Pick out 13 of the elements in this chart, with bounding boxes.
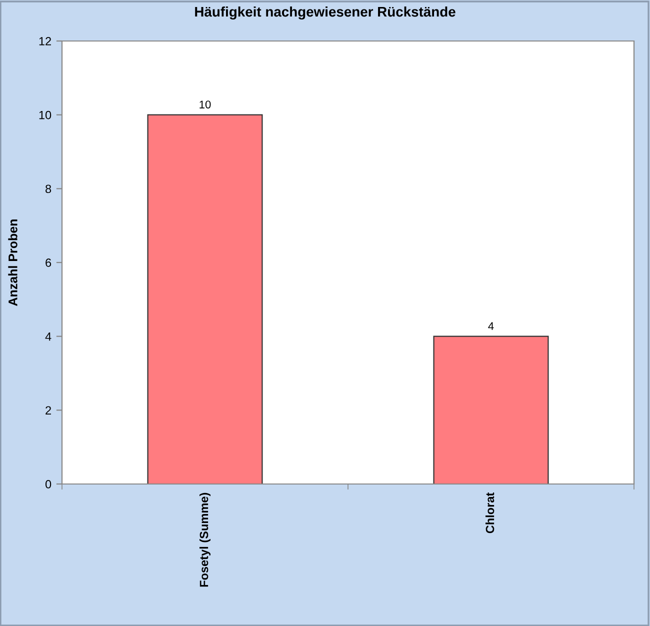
chart-title: Häufigkeit nachgewiesener Rückstände bbox=[195, 6, 456, 20]
y-tick-label: 0 bbox=[45, 480, 52, 488]
y-axis-title: Anzahl Proben bbox=[8, 220, 18, 306]
data-label: 10 bbox=[200, 100, 211, 108]
y-tick-label: 2 bbox=[46, 406, 51, 414]
y-tick-label: 10 bbox=[39, 110, 52, 120]
y-tick-label: 12 bbox=[39, 37, 51, 46]
y-tick-label: 4 bbox=[45, 332, 52, 341]
y-tick-label: 8 bbox=[46, 184, 52, 194]
x-tick-label: Fosetyl (Summe) bbox=[199, 492, 211, 587]
y-tick-label: 6 bbox=[46, 258, 52, 267]
x-tick-label: Chlorat bbox=[485, 492, 494, 534]
data-label: 4 bbox=[488, 322, 494, 330]
